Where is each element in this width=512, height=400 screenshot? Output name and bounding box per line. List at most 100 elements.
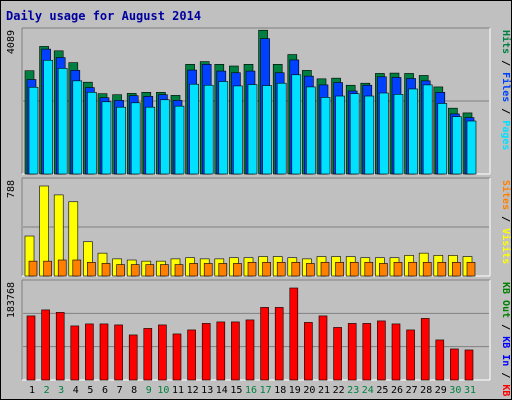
pages-bar bbox=[349, 93, 360, 175]
kbf-bar bbox=[26, 315, 36, 381]
pages-bar bbox=[276, 82, 287, 175]
kbf-bar bbox=[99, 323, 109, 381]
sites-bar bbox=[160, 264, 169, 277]
kbf-bar bbox=[172, 333, 182, 381]
pages-bar bbox=[335, 95, 345, 175]
legend-separator: / bbox=[500, 102, 511, 120]
x-tick-label: 20 bbox=[303, 385, 315, 396]
x-tick-label: 5 bbox=[87, 385, 93, 396]
sites-bar bbox=[43, 260, 52, 277]
pages-bar bbox=[28, 86, 39, 175]
x-tick-label: 21 bbox=[318, 385, 330, 396]
sites-bar bbox=[422, 261, 432, 277]
kbf-bar bbox=[85, 323, 94, 381]
panel-3: 183768 KB Out / KB In / KB F bbox=[6, 279, 511, 400]
x-tick-label: 11 bbox=[172, 385, 184, 396]
kbf-bar bbox=[289, 287, 299, 381]
panel1-max-label: 4089 bbox=[6, 30, 17, 54]
x-tick-label: 2 bbox=[44, 385, 50, 396]
x-tick-label: 30 bbox=[449, 385, 461, 396]
legend-sites: Sites bbox=[500, 180, 512, 210]
x-tick-label: 17 bbox=[260, 385, 272, 396]
pages-bar bbox=[393, 94, 404, 175]
sites-bar bbox=[189, 263, 198, 277]
pages-bar bbox=[452, 116, 462, 175]
x-tick-label: 23 bbox=[347, 385, 359, 396]
sites-bar bbox=[101, 263, 111, 277]
sites-bar bbox=[203, 263, 213, 277]
kbf-bar bbox=[216, 321, 226, 381]
pages-bar bbox=[218, 81, 229, 175]
legend-separator: / bbox=[500, 54, 511, 72]
pages-bar bbox=[145, 106, 156, 175]
pages-bar bbox=[306, 86, 316, 175]
x-tick-label: 18 bbox=[274, 385, 286, 396]
kbf-bar bbox=[245, 319, 255, 381]
x-axis: 1 2 3 4 5 6 7 8 9 10 11 12 13 14 15 16 17 18 19 20 21 22 23 24 2… bbox=[29, 385, 476, 396]
panel2-legend: Sites / Visits bbox=[500, 180, 512, 264]
pages-bar bbox=[247, 84, 258, 175]
kbf-bar bbox=[260, 307, 269, 381]
kbf-bar bbox=[435, 339, 445, 381]
pages-bar bbox=[116, 106, 126, 175]
kbf-bar bbox=[333, 327, 342, 381]
x-tick-label: 6 bbox=[102, 385, 108, 396]
sites-bar bbox=[233, 263, 242, 277]
legend-visits: Visits bbox=[500, 228, 512, 264]
panel3-legend: KB Out / KB In / KB F bbox=[500, 282, 511, 400]
x-tick-label: 14 bbox=[216, 385, 228, 396]
kbf-bar bbox=[187, 329, 196, 381]
pages-bar bbox=[466, 120, 477, 175]
pages-bar bbox=[203, 84, 214, 175]
x-tick-label: 28 bbox=[420, 385, 432, 396]
x-tick-label: 4 bbox=[73, 385, 79, 396]
panel3-max-label: 183768 bbox=[6, 282, 17, 318]
kbf-bar bbox=[231, 321, 240, 381]
sites-bar bbox=[408, 261, 417, 277]
pages-bar bbox=[437, 103, 448, 175]
panel2-max-label: 788 bbox=[6, 180, 17, 198]
x-tick-label: 1 bbox=[29, 385, 35, 396]
legend-kb-out: KB Out bbox=[500, 282, 511, 318]
x-tick-label: 24 bbox=[362, 385, 374, 396]
sites-bar bbox=[335, 261, 344, 277]
kbf-bar bbox=[347, 323, 357, 381]
pages-bar bbox=[160, 99, 170, 175]
x-tick-label: 9 bbox=[146, 385, 152, 396]
sites-bar bbox=[72, 259, 82, 277]
sites-bar bbox=[364, 261, 374, 277]
sites-bar bbox=[393, 261, 403, 277]
pages-bar bbox=[233, 85, 243, 175]
sites-bar bbox=[28, 260, 38, 277]
x-tick-label: 25 bbox=[376, 385, 388, 396]
kbf-bar bbox=[128, 334, 138, 381]
legend-pages: Pages bbox=[500, 120, 511, 150]
x-tick-label: 7 bbox=[117, 385, 123, 396]
chart-title: Daily usage for August 2014 bbox=[6, 9, 201, 23]
pages-bar bbox=[422, 84, 433, 175]
pages-bar bbox=[291, 74, 302, 175]
pages-bar bbox=[57, 68, 68, 175]
kbf-bar bbox=[464, 349, 474, 381]
kbf-bar bbox=[420, 318, 430, 381]
pages-bar bbox=[130, 102, 141, 175]
pages-bar bbox=[43, 59, 53, 175]
legend-files: Files bbox=[500, 72, 512, 102]
sites-bar bbox=[247, 261, 257, 277]
sites-bar bbox=[87, 261, 96, 277]
kbf-bar bbox=[41, 309, 50, 381]
sites-bar bbox=[130, 264, 140, 277]
x-tick-label: 22 bbox=[333, 385, 345, 396]
pages-bar bbox=[364, 95, 375, 175]
sites-bar bbox=[466, 261, 476, 277]
pages-bar bbox=[189, 83, 199, 175]
sites-bar bbox=[291, 261, 301, 277]
kbf-bar bbox=[391, 323, 401, 381]
x-tick-label: 26 bbox=[391, 385, 403, 396]
legend-hits: Hits bbox=[500, 30, 512, 54]
kbf-bar bbox=[362, 323, 372, 381]
kbf-bar bbox=[55, 312, 65, 381]
sites-bar bbox=[437, 261, 447, 277]
x-tick-label: 15 bbox=[230, 385, 242, 396]
